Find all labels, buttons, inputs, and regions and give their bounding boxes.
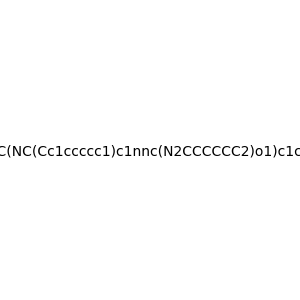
Text: O=C(NC(Cc1ccccc1)c1nnc(N2CCCCCC2)o1)c1cccs1: O=C(NC(Cc1ccccc1)c1nnc(N2CCCCCC2)o1)c1cc… — [0, 145, 300, 158]
